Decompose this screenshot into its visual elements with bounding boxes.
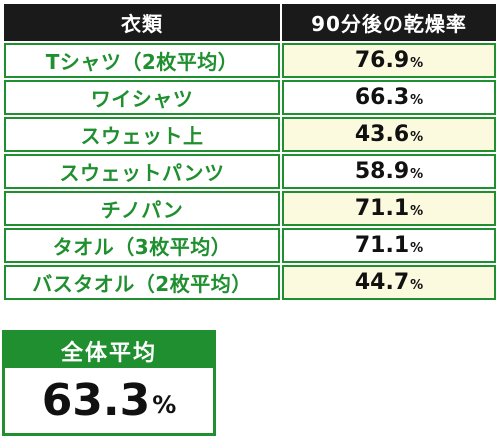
rate-unit: % [410,167,424,182]
clothing-cell: タオル（3枚平均） [2,226,282,265]
overall-average-box: 全体平均 63.3% [2,330,216,436]
overall-average-label: 全体平均 [5,333,213,368]
table-row: スウェットパンツ 58.9% [2,152,498,191]
rate-unit: % [410,278,424,293]
rate-cell: 44.7% [280,263,498,302]
table-row: チノパン 71.1% [2,189,498,228]
rate-unit: % [410,130,424,145]
clothing-cell: チノパン [2,189,282,228]
clothing-cell: スウェット上 [2,115,282,154]
rate-cell: 66.3% [280,78,498,117]
rate-value: 43.6 [354,122,410,147]
overall-average-value-row: 63.3% [5,368,213,433]
clothing-cell: スウェットパンツ [2,152,282,191]
rate-cell: 71.1% [280,189,498,228]
overall-average-unit: % [152,391,177,419]
column-header-dry-rate: 90分後の乾燥率 [280,2,498,43]
table-row: Tシャツ（2枚平均） 76.9% [2,41,498,80]
rate-unit: % [410,93,424,108]
drying-rate-table: 衣類 90分後の乾燥率 Tシャツ（2枚平均） 76.9% ワイシャツ 66.3%… [2,2,498,302]
table-row: バスタオル（2枚平均） 44.7% [2,263,498,302]
rate-value: 76.9 [354,48,410,73]
table-header-row: 衣類 90分後の乾燥率 [2,2,498,43]
rate-cell: 76.9% [280,41,498,80]
table-row: タオル（3枚平均） 71.1% [2,226,498,265]
rate-cell: 43.6% [280,115,498,154]
clothing-cell: ワイシャツ [2,78,282,117]
clothing-cell: バスタオル（2枚平均） [2,263,282,302]
table-row: ワイシャツ 66.3% [2,78,498,117]
rate-value: 71.1 [354,233,410,258]
column-header-clothing: 衣類 [2,2,282,43]
table-row: スウェット上 43.6% [2,115,498,154]
rate-value: 58.9 [354,159,410,184]
rate-value: 71.1 [354,196,410,221]
rate-unit: % [410,204,424,219]
overall-average-value: 63.3 [41,375,151,426]
rate-unit: % [410,56,424,71]
rate-cell: 71.1% [280,226,498,265]
rate-value: 44.7 [354,270,410,295]
rate-cell: 58.9% [280,152,498,191]
rate-value: 66.3 [354,85,410,110]
rate-unit: % [410,241,424,256]
clothing-cell: Tシャツ（2枚平均） [2,41,282,80]
